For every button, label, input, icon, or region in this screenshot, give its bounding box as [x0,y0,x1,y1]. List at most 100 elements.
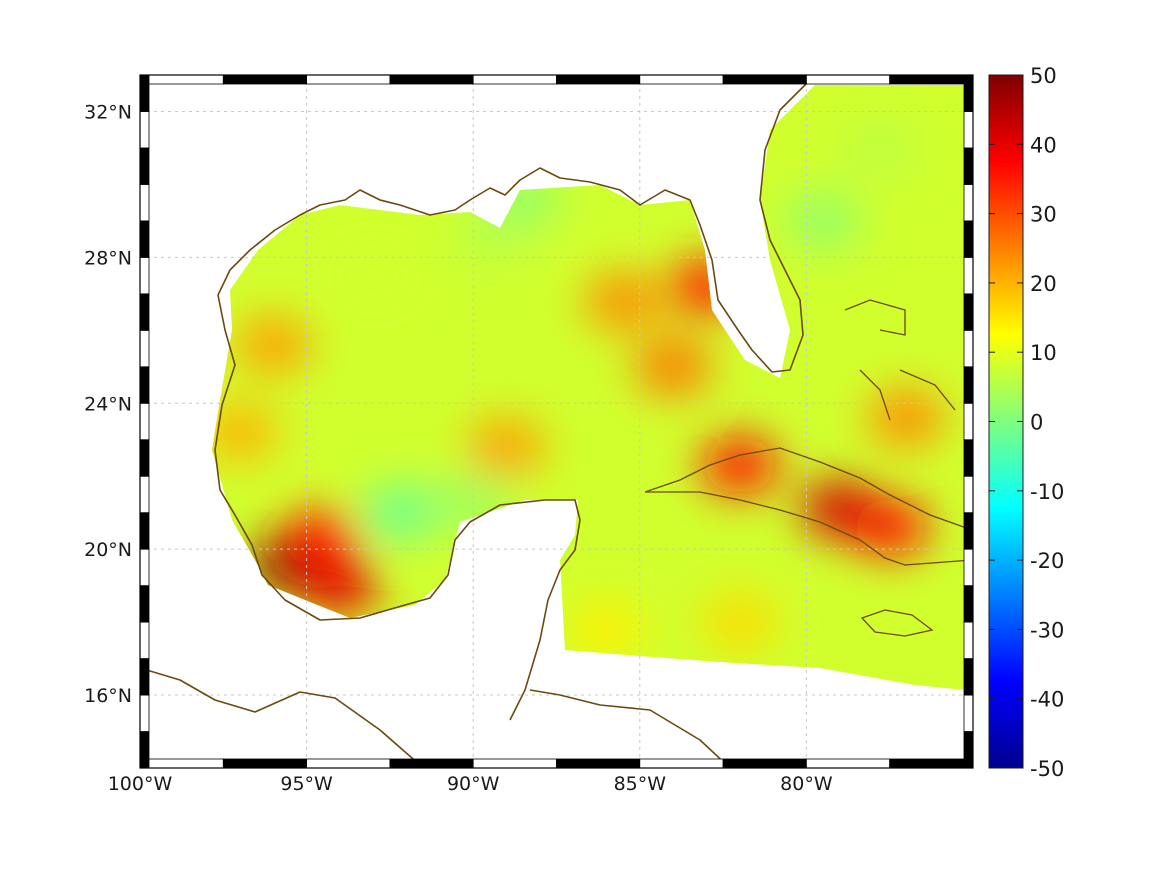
colorbar-tick-label: -30 [1030,618,1064,642]
x-tick-label: 90°W [447,773,500,795]
field-feature [451,211,528,268]
colorbar-tick-label: -40 [1030,688,1064,712]
colorbar-tick-label: 0 [1030,411,1043,435]
x-tick-label: 100°W [108,773,173,795]
frame-segment [963,439,974,477]
frame-segment [306,74,391,85]
frame-segment [963,329,974,368]
y-tick-label: 24°N [84,393,132,415]
frame-segment [306,758,391,769]
frame-segment [556,758,641,769]
frame-segment [963,731,974,769]
field-feature [785,192,862,249]
coast-central-america [139,667,731,769]
frame-segment [556,74,641,85]
field-feature [585,273,662,330]
colorbar-tick-label: -10 [1030,480,1064,504]
frame-segment [963,694,974,732]
field-feature [335,247,412,304]
frame-segment [139,329,150,368]
frame-segment [722,758,807,769]
frame-segment [222,74,308,85]
frame-segment [963,111,974,149]
frame-segment [389,74,474,85]
frame-segment [963,621,974,659]
frame-segment [139,366,150,404]
frame-segment [472,758,557,769]
coastlines [139,74,973,769]
colorbar-tick-label: -50 [1030,757,1064,781]
field-feature [868,389,945,446]
frame-segment [963,402,974,441]
frame-segment [639,74,724,85]
colorbar-tick-label: 10 [1030,341,1057,365]
frame-segment [963,475,974,514]
field-feature [212,404,278,461]
frame-segment [139,585,150,623]
x-tick-label: 85°W [614,773,667,795]
field-feature [301,557,378,614]
coast-west-gulf [214,214,581,721]
frame-segment [222,758,308,769]
colorbar-tick-label: 40 [1030,133,1057,157]
x-tick-label: 80°W [780,773,833,795]
x-tick-labels: 100°W 95°W 90°W 85°W 80°W [108,773,833,795]
frame-segment [139,74,224,85]
frame-segment [139,731,150,769]
frame-segment [963,512,974,550]
y-tick-label: 28°N [84,247,132,269]
field-feature [851,499,928,556]
frame-segment [963,658,974,696]
frame-segment [139,758,224,769]
field-feature [701,437,778,494]
frame-segment [963,548,974,587]
frame-segment [722,74,807,85]
frame-segment [963,366,974,404]
field-feature [468,419,545,476]
coast-bahamas [844,299,956,421]
colorbar-tick-label: 30 [1030,203,1057,227]
frame-segment [139,147,150,185]
frame-segment [139,548,150,587]
frame-segment [806,74,891,85]
frame-segment [139,74,150,112]
frame-segment [139,111,150,149]
field-feature [841,119,918,176]
frame-segment [139,402,150,441]
frame-segment [139,220,150,258]
coast-texas-mexico [299,74,816,373]
frame-outline [139,74,974,769]
frame-segment [889,74,974,85]
colorbar-tick-label: 20 [1030,272,1057,296]
frame-segment [472,74,557,85]
map-frame [139,74,974,769]
field-feature [701,594,778,651]
frame-segment [806,758,891,769]
frame-segment [963,74,974,112]
y-tick-label: 16°N [84,685,132,707]
frame-segment [139,621,150,659]
frame-segment [139,658,150,696]
frame-segment [139,439,150,477]
field-feature [568,601,645,658]
frame-segment [889,758,974,769]
frame-segment [963,184,974,222]
frame-segment [963,585,974,623]
field-feature [635,338,712,395]
frame-segment [139,184,150,222]
field-feature [361,484,438,541]
frame-segment [139,256,150,295]
frame-segment [389,758,474,769]
y-tick-label: 20°N [84,539,132,561]
field-feature [235,316,312,373]
frame-segment [639,758,724,769]
colorbar: 50 40 30 20 10 0 -10 -20 -30 -40 -50 [988,64,1064,781]
colorbar-tick-label: -20 [1030,549,1064,573]
frame-segment [139,475,150,514]
frame-segment [963,293,974,331]
frame-segment [963,220,974,258]
frame-segment [963,256,974,295]
frame-segment [139,293,150,331]
x-tick-label: 95°W [280,773,333,795]
